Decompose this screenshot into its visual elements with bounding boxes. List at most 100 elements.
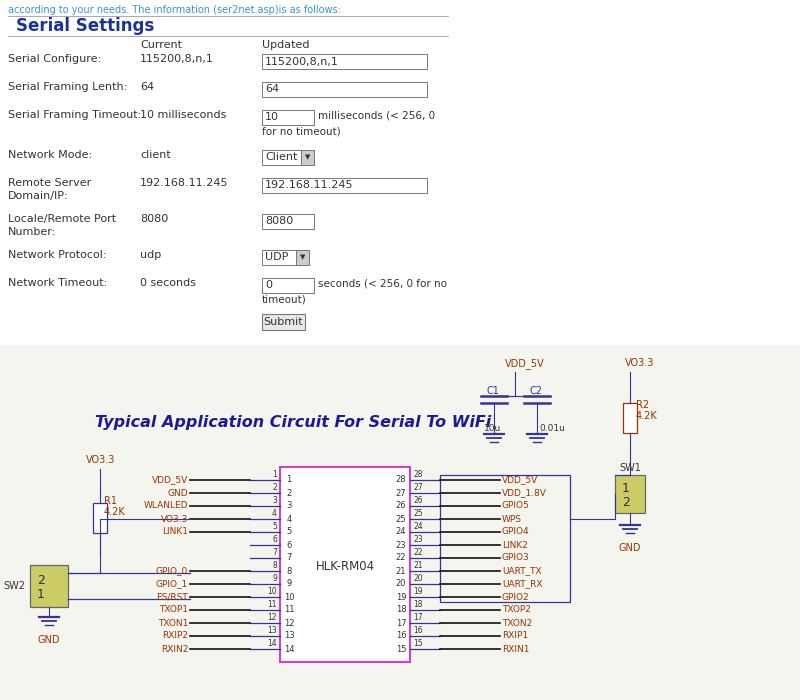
Text: ES/RST: ES/RST xyxy=(156,592,188,601)
Text: 4.2K: 4.2K xyxy=(104,507,126,517)
Text: 10: 10 xyxy=(284,592,294,601)
Text: 26: 26 xyxy=(396,501,406,510)
Text: 8: 8 xyxy=(286,566,292,575)
Text: HLK-RM04: HLK-RM04 xyxy=(315,560,374,573)
Text: 22: 22 xyxy=(396,554,406,563)
Text: GPIO4: GPIO4 xyxy=(502,528,530,536)
Text: 16: 16 xyxy=(413,626,422,635)
Text: VDD_5V: VDD_5V xyxy=(152,475,188,484)
Text: 25: 25 xyxy=(396,514,406,524)
Text: VDD_1.8V: VDD_1.8V xyxy=(502,489,547,498)
Text: 4: 4 xyxy=(286,514,292,524)
Text: WLANLED: WLANLED xyxy=(143,501,188,510)
Text: timeout): timeout) xyxy=(262,294,306,304)
Text: GND: GND xyxy=(38,635,60,645)
Text: 24: 24 xyxy=(396,528,406,536)
Text: UDP: UDP xyxy=(265,253,288,262)
Text: 10u: 10u xyxy=(484,424,502,433)
Text: GPIO5: GPIO5 xyxy=(502,501,530,510)
Text: 12: 12 xyxy=(267,613,277,622)
Text: 8080: 8080 xyxy=(140,214,168,224)
Text: 16: 16 xyxy=(396,631,406,640)
Text: Current: Current xyxy=(140,40,182,50)
Text: 5: 5 xyxy=(272,522,277,531)
Text: TXON1: TXON1 xyxy=(158,619,188,627)
Bar xyxy=(262,82,427,97)
Text: SW2: SW2 xyxy=(3,581,25,591)
Text: 10: 10 xyxy=(265,113,279,122)
Text: 19: 19 xyxy=(413,587,422,596)
Text: 21: 21 xyxy=(413,561,422,570)
Text: 19: 19 xyxy=(396,592,406,601)
Text: Serial Framing Timeout:: Serial Framing Timeout: xyxy=(8,110,142,120)
Text: Typical Application Circuit For Serial To WiFi: Typical Application Circuit For Serial T… xyxy=(95,415,491,430)
Text: RXIN2: RXIN2 xyxy=(161,645,188,654)
Bar xyxy=(93,503,107,533)
Text: 14: 14 xyxy=(284,645,294,654)
Text: 17: 17 xyxy=(396,619,406,627)
Text: 14: 14 xyxy=(267,639,277,648)
Text: VO3.3: VO3.3 xyxy=(161,514,188,524)
Text: RXIN1: RXIN1 xyxy=(502,645,530,654)
Text: GPIO2: GPIO2 xyxy=(502,592,530,601)
Text: RXIP1: RXIP1 xyxy=(502,631,528,640)
Bar xyxy=(262,278,314,293)
Text: seconds (< 256, 0 for no: seconds (< 256, 0 for no xyxy=(318,278,447,288)
Text: 20: 20 xyxy=(413,574,422,583)
Text: 5: 5 xyxy=(286,528,292,536)
Bar xyxy=(280,467,410,662)
Text: 8080: 8080 xyxy=(265,216,294,227)
Text: 13: 13 xyxy=(284,631,294,640)
Text: Number:: Number: xyxy=(8,227,56,237)
Text: 4.2K: 4.2K xyxy=(636,411,658,421)
Text: VO3.3: VO3.3 xyxy=(625,358,654,368)
Text: C2: C2 xyxy=(530,386,542,396)
Text: UART_TX: UART_TX xyxy=(502,566,542,575)
Text: according to your needs. The information (ser2net.asp)is as follows:: according to your needs. The information… xyxy=(8,5,341,15)
Text: 115200,8,n,1: 115200,8,n,1 xyxy=(140,54,214,64)
Text: 2: 2 xyxy=(37,573,45,587)
Text: 1: 1 xyxy=(622,482,630,494)
Text: RXIP2: RXIP2 xyxy=(162,631,188,640)
Text: 23: 23 xyxy=(413,535,422,544)
Text: Domain/IP:: Domain/IP: xyxy=(8,191,69,201)
Text: VDD_5V: VDD_5V xyxy=(502,475,538,484)
Text: 11: 11 xyxy=(284,606,294,615)
Text: 0 seconds: 0 seconds xyxy=(140,278,196,288)
Text: Submit: Submit xyxy=(263,317,303,327)
Bar xyxy=(623,403,637,433)
Text: TXOP1: TXOP1 xyxy=(159,606,188,615)
Bar xyxy=(296,250,309,265)
Text: R1: R1 xyxy=(104,496,117,506)
Text: ▼: ▼ xyxy=(300,255,305,260)
Text: 9: 9 xyxy=(286,580,292,589)
Text: UART_RX: UART_RX xyxy=(502,580,542,589)
Text: 1: 1 xyxy=(272,470,277,479)
Text: ▼: ▼ xyxy=(305,155,310,160)
Text: LINK1: LINK1 xyxy=(162,528,188,536)
Text: 6: 6 xyxy=(272,535,277,544)
Text: LINK2: LINK2 xyxy=(502,540,528,550)
Text: milliseconds (< 256, 0: milliseconds (< 256, 0 xyxy=(318,110,435,120)
Text: Serial Framing Lenth:: Serial Framing Lenth: xyxy=(8,82,127,92)
Text: Serial Configure:: Serial Configure: xyxy=(8,54,101,64)
Text: 115200,8,n,1: 115200,8,n,1 xyxy=(265,57,339,66)
Text: Network Timeout:: Network Timeout: xyxy=(8,278,107,288)
Text: Network Mode:: Network Mode: xyxy=(8,150,92,160)
Bar xyxy=(262,150,314,165)
Bar xyxy=(615,475,645,513)
Text: GPIO_1: GPIO_1 xyxy=(156,580,188,589)
Text: 27: 27 xyxy=(413,483,422,492)
Text: 2: 2 xyxy=(622,496,630,508)
Bar xyxy=(262,54,427,69)
Text: 13: 13 xyxy=(267,626,277,635)
Text: 28: 28 xyxy=(396,475,406,484)
Text: 27: 27 xyxy=(396,489,406,498)
Text: Updated: Updated xyxy=(262,40,310,50)
Text: 192.168.11.245: 192.168.11.245 xyxy=(140,178,229,188)
Text: 6: 6 xyxy=(286,540,292,550)
Text: C1: C1 xyxy=(486,386,499,396)
Text: 21: 21 xyxy=(396,566,406,575)
Text: 0: 0 xyxy=(265,281,272,290)
Bar xyxy=(440,475,570,602)
